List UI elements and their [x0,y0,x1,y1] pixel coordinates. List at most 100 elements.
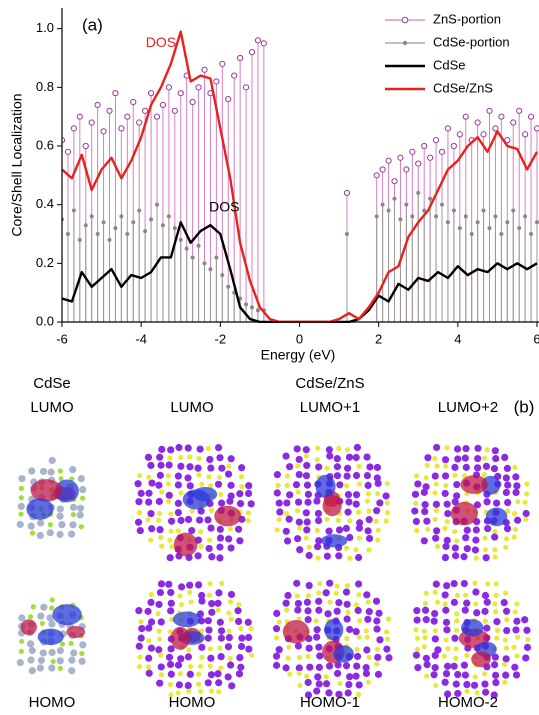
orbital-lobe [460,475,488,494]
atom [356,481,363,487]
atom [365,516,373,524]
atom [523,643,532,651]
atom [76,511,84,519]
atom [18,511,24,517]
atom [481,472,487,478]
orbital-footer: HOMO [169,694,216,711]
atom [453,445,462,453]
atom [374,479,382,487]
atom [156,679,164,687]
atom [356,519,364,527]
atom [374,661,380,667]
atom [70,511,76,518]
atom [47,468,55,476]
atom [346,533,354,542]
stem-marker [196,243,201,248]
atom [424,454,432,462]
atom [157,580,166,588]
stem-marker [469,232,474,236]
stem-marker [166,214,171,219]
atom [460,661,469,669]
orbital-lobe [321,534,348,548]
atom [502,671,510,679]
orbital-lobe [450,501,478,526]
atom [481,607,489,615]
atom [166,554,174,562]
atom [58,521,66,529]
atom [138,619,144,625]
stem-marker [421,142,428,150]
atom [450,580,458,588]
atom [169,544,175,550]
atom [442,618,451,626]
atom [207,663,213,669]
atom [364,634,370,640]
atom [473,501,482,509]
atom [194,581,203,589]
atom [343,600,351,608]
atom [335,552,343,560]
y-tick-label: 0.6 [36,137,54,152]
atom [352,500,360,508]
atom [504,617,510,623]
atom [313,633,321,641]
atom [444,445,450,451]
atom [462,534,470,542]
atom [214,443,223,452]
atom [245,518,251,524]
x-tick-label: -2 [215,331,227,346]
stem-marker [474,119,481,126]
stem-marker [184,246,189,251]
stem-marker [177,90,184,97]
atom [187,454,193,460]
stem-marker [149,217,154,222]
atom [353,662,361,670]
atom [208,688,215,694]
stem-marker [517,226,522,231]
atom [134,480,142,488]
atom [283,499,291,507]
atom [463,544,471,553]
atom [207,581,213,587]
orbital-footer: HOMO-2 [438,694,498,711]
atom [414,664,422,672]
stem-marker [82,142,89,150]
atom [272,661,281,669]
atom [174,481,182,489]
atom [295,470,303,479]
atom [69,503,78,511]
stem-marker [125,232,130,236]
atom [492,554,498,560]
atom [156,453,164,461]
atom [237,663,245,671]
atom [366,547,372,553]
atom [317,580,323,587]
y-axis-label: Core/Shell Localization [9,93,25,236]
atom [26,640,35,648]
atom [174,499,182,507]
atom [188,599,194,605]
atom [483,498,491,506]
atom [385,616,392,622]
atom [314,673,322,681]
atom [224,470,233,478]
orbital-image [134,443,255,562]
atom [305,644,313,652]
atom [207,654,215,662]
atom [67,530,76,538]
atom [512,626,520,634]
orbital-lobe [315,474,336,499]
atom [461,454,469,462]
atom [186,688,192,694]
atom [196,671,202,677]
atom [482,554,490,562]
atom [315,463,323,471]
atom [315,555,321,561]
atom [184,681,192,690]
atom [304,615,312,624]
atom [194,552,202,560]
atom [156,510,163,517]
stem-marker [76,113,83,120]
stem-marker [100,128,107,135]
atom [522,499,528,505]
